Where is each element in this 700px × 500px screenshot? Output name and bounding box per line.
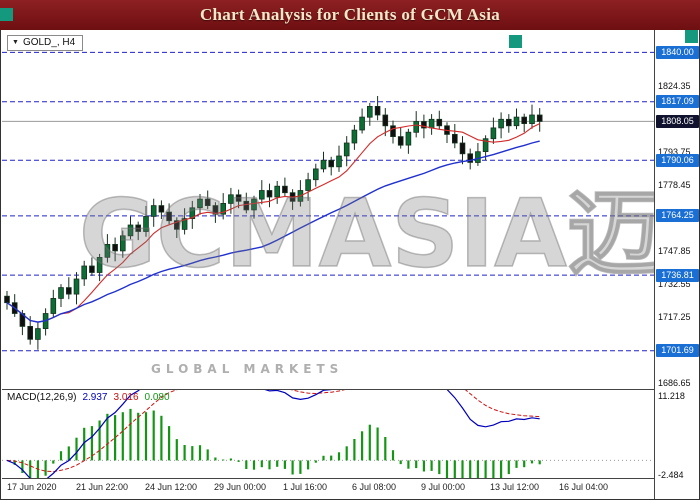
time-label: 17 Jun 2020 <box>7 482 57 492</box>
time-label: 13 Jul 12:00 <box>490 482 540 492</box>
chevron-down-icon: ▼ <box>12 39 19 46</box>
price-axis[interactable]: 1839.651824.351809.051793.751778.451763.… <box>654 30 699 499</box>
teal-marker <box>685 30 698 43</box>
price-level-badge: 1701.69 <box>656 344 699 357</box>
current-price-badge: 1808.05 <box>656 115 699 128</box>
chart-area: GCMASIA迈汇 GLOBAL MARKETS ▼ GOLD_, H4 MACD… <box>0 30 700 500</box>
pane-divider[interactable] <box>2 389 654 390</box>
page-title: Chart Analysis for Clients of GCM Asia <box>199 5 501 24</box>
price-level-badge: 1817.09 <box>656 95 699 108</box>
macd-value-hist: 0.080 <box>144 392 170 403</box>
macd-tick: 11.218 <box>658 391 685 401</box>
symbol-selector[interactable]: ▼ GOLD_, H4 <box>7 35 84 51</box>
price-tick: 1747.85 <box>658 246 691 256</box>
time-label: 9 Jul 00:00 <box>421 482 466 492</box>
time-label: 21 Jun 22:00 <box>76 482 129 492</box>
teal-marker <box>0 8 13 21</box>
price-tick: 1824.35 <box>658 81 691 91</box>
price-chart-canvas[interactable] <box>2 33 654 389</box>
time-label: 29 Jun 00:00 <box>214 482 267 492</box>
price-tick: 1732.55 <box>658 279 691 289</box>
macd-value-main: 2.937 <box>82 392 108 403</box>
macd-tick: -2.484 <box>658 470 684 480</box>
price-level-badge: 1790.06 <box>656 154 699 167</box>
time-label: 16 Jul 04:00 <box>559 482 609 492</box>
teal-marker <box>509 35 522 48</box>
price-tick: 1793.75 <box>658 147 691 157</box>
macd-value-signal: 3.016 <box>113 392 139 403</box>
price-tick: 1778.45 <box>658 180 691 190</box>
header: Chart Analysis for Clients of GCM Asia <box>0 0 700 30</box>
time-label: 24 Jun 12:00 <box>145 482 198 492</box>
time-label: 6 Jul 08:00 <box>352 482 397 492</box>
symbol-name: GOLD_, H4 <box>22 37 76 48</box>
macd-canvas[interactable] <box>2 390 654 478</box>
time-axis[interactable]: 17 Jun 2020 21 Jun 22:00 24 Jun 12:00 29 Ju… <box>2 480 654 498</box>
price-level-badge: 1764.25 <box>656 209 699 222</box>
time-label: 1 Jul 16:00 <box>283 482 328 492</box>
price-tick: 1686.65 <box>658 378 691 388</box>
price-level-badge: 1736.81 <box>656 269 699 282</box>
macd-label: MACD(12,26,9) 2.937 3.016 0.080 <box>7 392 170 403</box>
axis-divider <box>2 478 654 479</box>
price-level-badge: 1840.00 <box>656 46 699 59</box>
macd-name: MACD(12,26,9) <box>7 392 77 403</box>
price-tick: 1717.25 <box>658 312 691 322</box>
